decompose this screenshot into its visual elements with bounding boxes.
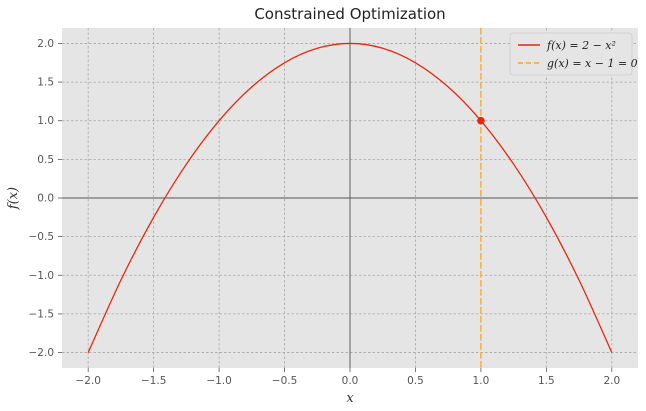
x-tick-label: 1.5 [538, 375, 555, 387]
y-tick-label: −0.5 [29, 231, 55, 243]
x-tick-label: 2.0 [603, 375, 620, 387]
y-tick-label: 1.0 [37, 115, 54, 127]
legend: f(x) = 2 − x² g(x) = x − 1 = 0 [509, 32, 638, 76]
tick-labels: −2.0 −1.5 −1.0 −0.5 0.0 0.5 1.0 1.5 2.0 −2.0 −1.5 −… [29, 38, 621, 387]
y-axis-title: f(x) [6, 187, 21, 210]
x-tick-label: 0.5 [407, 375, 424, 387]
series-layer [87, 28, 613, 368]
x-tick-label: −2.0 [75, 375, 101, 387]
y-tick-label: −1.0 [29, 270, 55, 282]
x-tick-label: 0.0 [342, 375, 359, 387]
y-tick-label: 1.5 [37, 77, 54, 89]
x-tick-label: 1.0 [473, 375, 490, 387]
y-tick-label: −2.0 [29, 347, 55, 359]
x-tick-label: −1.0 [206, 375, 232, 387]
x-axis-title: x [346, 391, 354, 406]
y-tick-label: 0.5 [37, 154, 54, 166]
chart-title: Constrained Optimization [254, 5, 445, 23]
y-tick-label: −1.5 [29, 308, 55, 320]
legend-label: g(x) = x − 1 = 0 [547, 57, 638, 70]
reference-lines [62, 28, 638, 368]
optimum-point [477, 116, 485, 125]
x-tick-label: −0.5 [272, 375, 298, 387]
legend-label: f(x) = 2 − x² [546, 39, 616, 52]
y-tick-label: 0.0 [37, 193, 54, 205]
y-tick-label: 2.0 [37, 38, 54, 50]
series-line-f [87, 42, 613, 353]
legend-box [509, 32, 633, 76]
x-tick-label: −1.5 [141, 375, 167, 387]
